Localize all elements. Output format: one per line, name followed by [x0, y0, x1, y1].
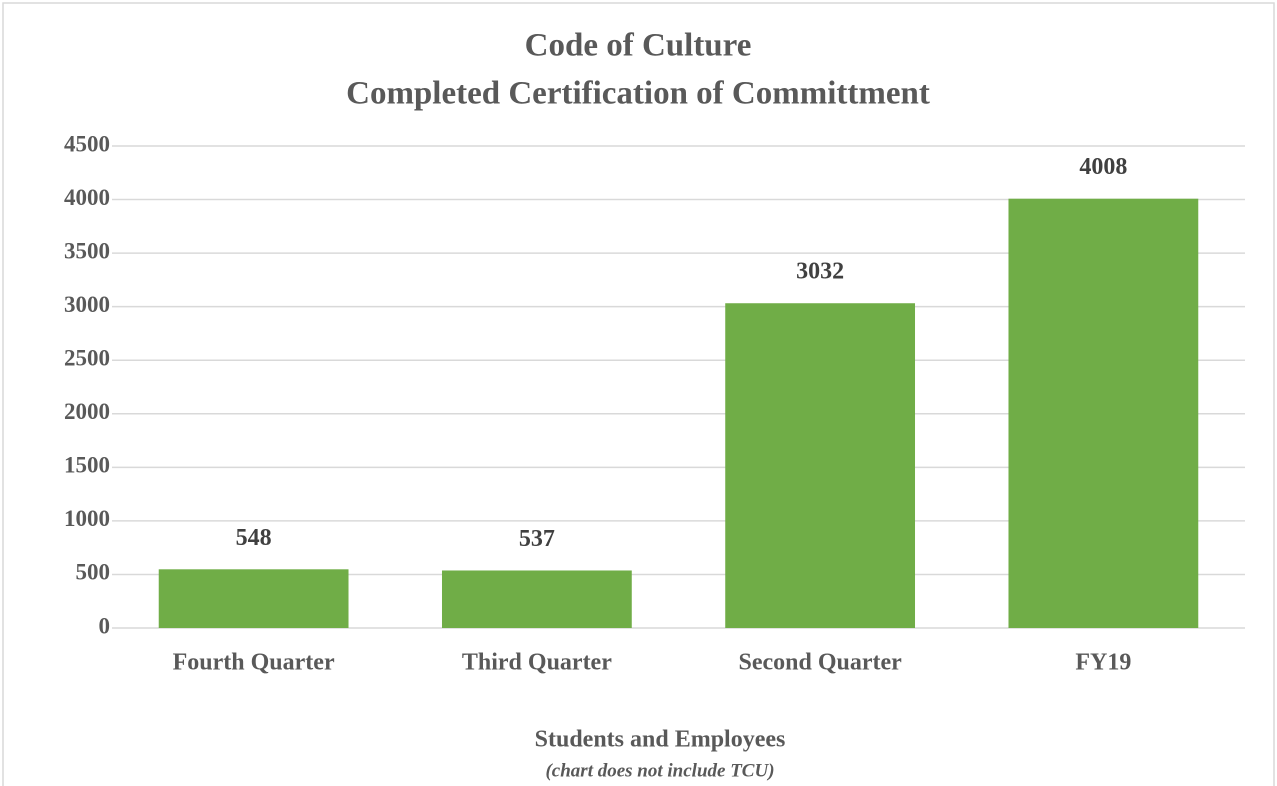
x-tick-label: Third Quarter [462, 650, 612, 676]
value-label: 537 [519, 526, 555, 552]
y-tick-label: 4000 [64, 185, 110, 210]
bar [441, 570, 632, 628]
bar [725, 303, 916, 628]
y-tick-label: 3500 [64, 238, 110, 263]
x-tick-label: Second Quarter [738, 650, 902, 676]
y-tick-label: 500 [76, 560, 111, 585]
x-axis-title: Students and Employees [535, 727, 786, 753]
y-tick-label: 1500 [64, 453, 110, 478]
y-tick-label: 1000 [64, 506, 110, 531]
y-tick-label: 4500 [64, 131, 110, 156]
y-tick-label: 2500 [64, 346, 110, 371]
x-tick-label: FY19 [1075, 650, 1131, 676]
x-tick-label: Fourth Quarter [173, 650, 335, 676]
chart-subtitle: Completed Certification of Committment [346, 76, 930, 112]
y-tick-label: 0 [99, 613, 111, 638]
axis-note: (chart does not include TCU) [545, 760, 774, 781]
value-label: 4008 [1079, 154, 1127, 180]
value-label: 548 [236, 525, 272, 551]
chart-title: Code of Culture [525, 28, 752, 64]
bar [158, 569, 349, 628]
y-tick-label: 3000 [64, 292, 110, 317]
y-tick-label: 2000 [64, 399, 110, 424]
value-label: 3032 [796, 259, 844, 285]
bar [1008, 198, 1199, 628]
